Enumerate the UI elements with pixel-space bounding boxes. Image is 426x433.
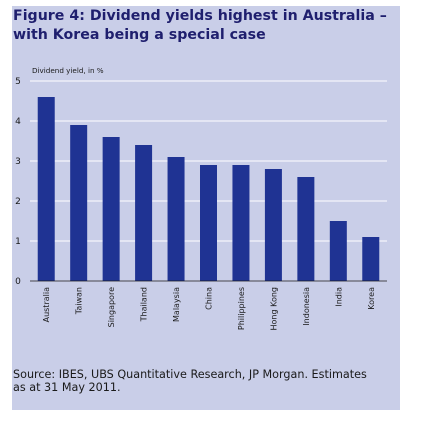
x-tick-label: Korea [367,287,376,310]
bar [102,137,120,281]
bar [37,97,55,281]
x-tick-label: Hong Kong [269,287,278,331]
bar [167,157,185,281]
chart-title-line-2: with Korea being a special case [13,27,266,43]
x-tick-label: Taiwan [75,287,84,315]
chart-title: Figure 4: Dividend yields highest in Aus… [13,7,393,45]
y-tick-label: 1 [15,237,21,247]
bar [70,125,88,281]
x-tick-label: Philippines [237,287,246,330]
x-tick-label: Indonesia [302,287,311,326]
y-tick-label: 0 [15,277,21,287]
bar [329,221,347,281]
y-axis-label: Dividend yield, in % [32,66,104,75]
x-tick-label: Australia [42,287,51,322]
x-tick-label: China [205,287,214,310]
source-line-1: Source: IBES, UBS Quantitative Research,… [13,368,367,381]
source-line-2: as at 31 May 2011. [13,381,121,394]
bar [264,169,282,281]
y-tick-label: 2 [15,197,21,207]
y-tick-label: 5 [15,77,21,87]
bar [362,237,380,281]
bar [135,145,153,281]
bar [232,165,250,281]
chart-title-line-1: Figure 4: Dividend yields highest in Aus… [13,8,387,24]
y-tick-label: 4 [15,117,21,127]
x-tick-label: Thailand [140,287,149,322]
x-tick-label: India [334,287,343,307]
source-note: Source: IBES, UBS Quantitative Research,… [13,368,393,394]
bar [297,177,315,281]
x-tick-label: Singapore [107,287,116,327]
bar [200,165,217,281]
y-tick-label: 3 [15,157,21,167]
x-tick-label: Malaysia [172,287,181,322]
